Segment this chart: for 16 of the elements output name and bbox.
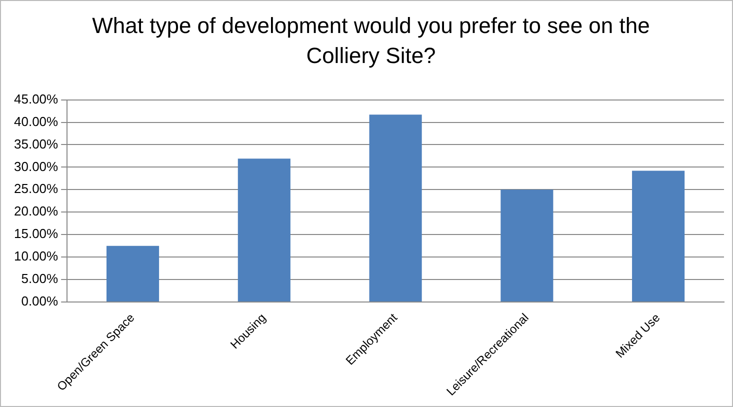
bar [500, 190, 554, 302]
bar [369, 114, 422, 302]
y-tick-label: 45.00% [14, 91, 59, 106]
y-tick-label: 20.00% [14, 204, 59, 219]
bar [106, 246, 160, 302]
bar [238, 158, 290, 302]
y-tick-label: 30.00% [14, 158, 59, 174]
y-tick-label: 10.00% [14, 248, 59, 264]
y-tick-label: 25.00% [14, 181, 59, 196]
y-tick-label: 40.00% [14, 114, 59, 129]
bar [632, 170, 685, 302]
chart-title: What type of development would you prefer to see on the Colliery Site? [91, 12, 651, 70]
y-tick-label: 5.00% [21, 271, 59, 286]
y-tick-label: 35.00% [14, 136, 59, 152]
y-tick-label: 0.00% [21, 294, 59, 309]
y-tick-label: 15.00% [14, 226, 59, 242]
